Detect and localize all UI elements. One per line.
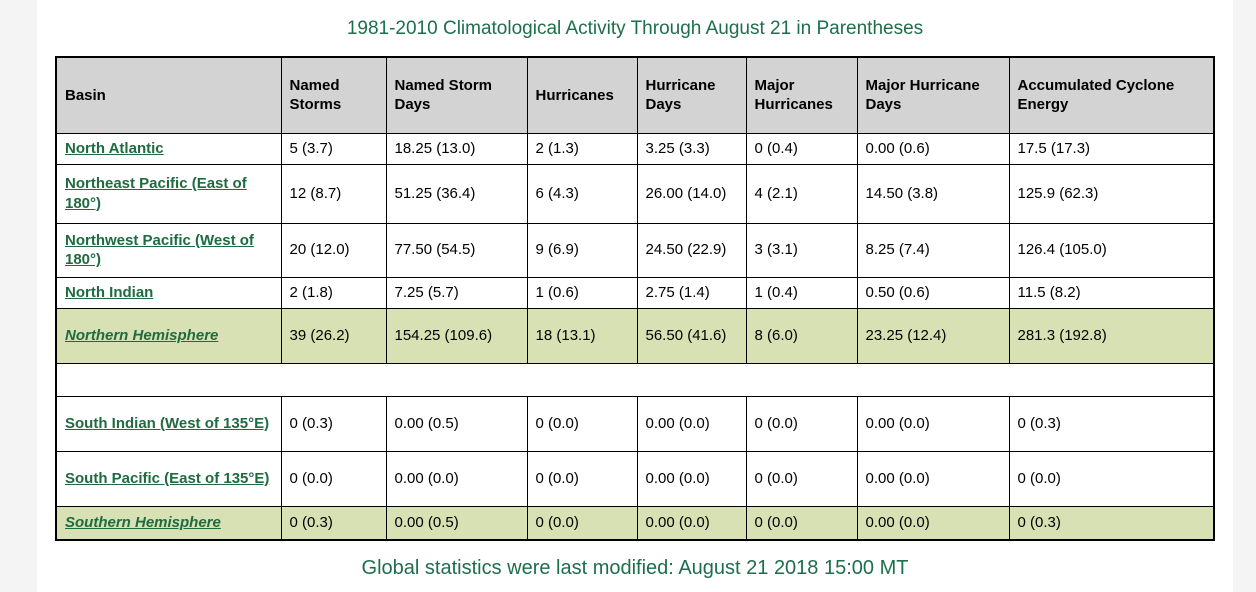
value-cell: 0.00 (0.0) [636,450,747,507]
value-cell: 0.00 (0.5) [385,395,528,452]
value-cell: 0.00 (0.0) [856,450,1010,507]
value-cell: 0 (0.4) [745,132,858,165]
value-cell: 39 (26.2) [280,307,387,364]
spacer-cell [56,363,1214,396]
value-cell: 2 (1.3) [526,132,638,165]
table-row: Northeast Pacific (East of 180°) 12 (8.7… [55,163,1215,224]
basin-cell: South Indian (West of 135°E) [55,395,282,452]
value-cell: 0.00 (0.6) [856,132,1010,165]
column-header-basin: Basin [55,56,282,134]
value-cell: 3.25 (3.3) [636,132,747,165]
basin-cell: Northeast Pacific (East of 180°) [55,163,282,224]
value-cell: 2 (1.8) [280,276,387,309]
column-header-major-hurricanes: Major Hurricanes [745,56,858,134]
value-cell: 125.9 (62.3) [1008,163,1215,224]
basin-cell: Southern Hemisphere [55,505,282,541]
column-header-accumulated-cyclone-energy: Accumulated Cyclone Energy [1008,56,1215,134]
value-cell: 24.50 (22.9) [636,222,747,278]
table-row-northern-hemisphere-summary: Northern Hemisphere 39 (26.2) 154.25 (10… [55,307,1215,364]
value-cell: 4 (2.1) [745,163,858,224]
table-row-southern-hemisphere-summary: Southern Hemisphere 0 (0.3) 0.00 (0.5) 0… [55,505,1215,541]
value-cell: 0.00 (0.0) [856,505,1010,541]
value-cell: 26.00 (14.0) [636,163,747,224]
value-cell: 0.00 (0.0) [385,450,528,507]
value-cell: 12 (8.7) [280,163,387,224]
value-cell: 18.25 (13.0) [385,132,528,165]
value-cell: 0 (0.0) [526,395,638,452]
value-cell: 3 (3.1) [745,222,858,278]
value-cell: 0.00 (0.0) [636,505,747,541]
value-cell: 0.00 (0.5) [385,505,528,541]
climatology-table: Basin Named Storms Named Storm Days Hurr… [55,56,1215,541]
table-row: Northwest Pacific (West of 180°) 20 (12.… [55,222,1215,278]
value-cell: 0 (0.0) [745,450,858,507]
value-cell: 23.25 (12.4) [856,307,1010,364]
basin-cell: North Atlantic [55,132,282,165]
value-cell: 281.3 (192.8) [1008,307,1215,364]
table-row: South Pacific (East of 135°E) 0 (0.0) 0.… [55,450,1215,507]
value-cell: 18 (13.1) [526,307,638,364]
value-cell: 0 (0.3) [280,395,387,452]
basin-cell: South Pacific (East of 135°E) [55,450,282,507]
value-cell: 1 (0.6) [526,276,638,309]
basin-cell: North Indian [55,276,282,309]
content-area: 1981-2010 Climatological Activity Throug… [37,0,1233,592]
value-cell: 17.5 (17.3) [1008,132,1215,165]
basin-link-northern-hemisphere[interactable]: Northern Hemisphere [65,326,219,344]
column-header-major-hurricane-days: Major Hurricane Days [856,56,1010,134]
column-header-hurricane-days: Hurricane Days [636,56,747,134]
value-cell: 7.25 (5.7) [385,276,528,309]
value-cell: 14.50 (3.8) [856,163,1010,224]
basin-link-south-pacific[interactable]: South Pacific (East of 135°E) [65,469,270,487]
value-cell: 2.75 (1.4) [636,276,747,309]
page-title: 1981-2010 Climatological Activity Throug… [346,18,924,39]
value-cell: 0.50 (0.6) [856,276,1010,309]
value-cell: 0 (0.3) [280,505,387,541]
value-cell: 126.4 (105.0) [1008,222,1215,278]
value-cell: 1 (0.4) [745,276,858,309]
value-cell: 0 (0.0) [526,450,638,507]
basin-cell: Northern Hemisphere [55,307,282,364]
basin-link-north-atlantic[interactable]: North Atlantic [65,139,164,157]
column-header-named-storm-days: Named Storm Days [385,56,528,134]
value-cell: 56.50 (41.6) [636,307,747,364]
table-header-row: Basin Named Storms Named Storm Days Hurr… [55,56,1215,134]
value-cell: 0 (0.3) [1008,505,1215,541]
value-cell: 0 (0.0) [745,505,858,541]
value-cell: 11.5 (8.2) [1008,276,1215,309]
basin-link-south-indian[interactable]: South Indian (West of 135°E) [65,414,270,432]
table-row: North Atlantic 5 (3.7) 18.25 (13.0) 2 (1… [55,132,1215,165]
value-cell: 0 (0.0) [1008,450,1215,507]
value-cell: 9 (6.9) [526,222,638,278]
column-header-hurricanes: Hurricanes [526,56,638,134]
value-cell: 0 (0.0) [745,395,858,452]
basin-link-southern-hemisphere[interactable]: Southern Hemisphere [65,514,221,531]
spacer-row [56,363,1214,396]
value-cell: 0 (0.0) [280,450,387,507]
table-row: North Indian 2 (1.8) 7.25 (5.7) 1 (0.6) … [55,276,1215,309]
value-cell: 0 (0.3) [1008,395,1215,452]
table-row: South Indian (West of 135°E) 0 (0.3) 0.0… [55,395,1215,452]
basin-link-northwest-pacific[interactable]: Northwest Pacific (West of 180°) [65,231,254,269]
value-cell: 0.00 (0.0) [856,395,1010,452]
left-gutter [0,0,37,592]
basin-cell: Northwest Pacific (West of 180°) [55,222,282,278]
column-header-named-storms: Named Storms [280,56,387,134]
last-modified-text: Global statistics were last modified: Au… [361,557,909,579]
value-cell: 0 (0.0) [526,505,638,541]
value-cell: 20 (12.0) [280,222,387,278]
value-cell: 8.25 (7.4) [856,222,1010,278]
value-cell: 6 (4.3) [526,163,638,224]
right-gutter [1233,0,1256,592]
value-cell: 77.50 (54.5) [385,222,528,278]
basin-link-northeast-pacific[interactable]: Northeast Pacific (East of 180°) [65,175,247,212]
value-cell: 5 (3.7) [280,132,387,165]
value-cell: 8 (6.0) [745,307,858,364]
value-cell: 51.25 (36.4) [385,163,528,224]
basin-link-north-indian[interactable]: North Indian [65,283,154,301]
value-cell: 0.00 (0.0) [636,395,747,452]
value-cell: 154.25 (109.6) [385,307,528,364]
